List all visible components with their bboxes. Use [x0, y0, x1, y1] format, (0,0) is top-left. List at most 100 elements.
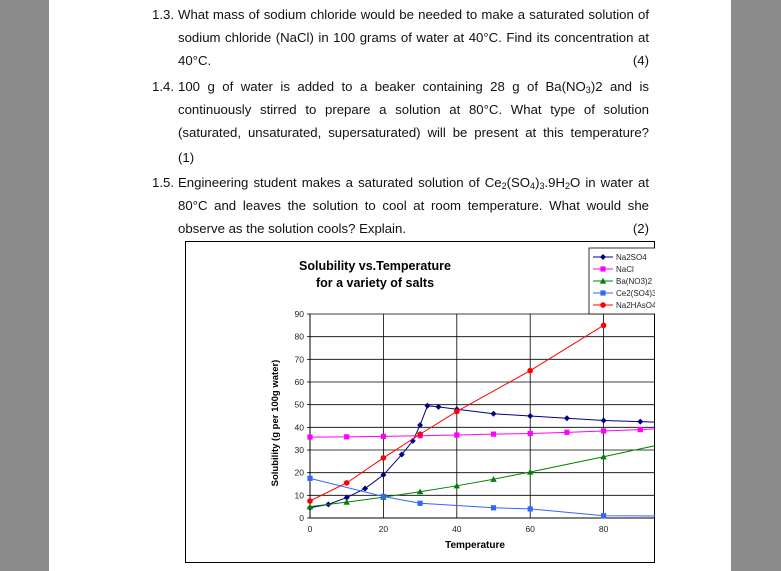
question-number: 1.4.: [152, 79, 174, 94]
legend-label: Ba(NO3)2: [616, 277, 653, 286]
y-tick-label: 40: [295, 422, 305, 432]
data-point: [417, 422, 424, 429]
data-point: [637, 418, 644, 425]
text-run: Engineering student makes a saturated so…: [178, 175, 502, 190]
x-tick-label: 20: [379, 524, 389, 534]
legend-item: Ce2(SO4)3.9H2O: [593, 289, 655, 298]
legend-marker: [599, 277, 607, 284]
legend-item: Na2SO4: [593, 253, 647, 262]
data-point: [637, 427, 643, 433]
data-point: [527, 367, 533, 374]
data-point: [343, 480, 350, 486]
text-run: (SO: [506, 175, 531, 190]
data-point: [417, 500, 423, 506]
text-run: 100 g of water is added to a beaker cont…: [178, 79, 586, 94]
legend-label: Na2HAsO4: [616, 301, 655, 310]
y-tick-label: 80: [295, 332, 305, 342]
question-text-line: What mass of sodium chloride would be ne…: [178, 7, 649, 22]
data-point: [527, 413, 534, 419]
x-axis-label: Temperature: [445, 540, 505, 551]
data-point: [343, 498, 350, 505]
data-point: [344, 434, 350, 440]
text-run: O in water at: [570, 175, 649, 190]
data-point: [601, 513, 607, 519]
question-text-line: (saturated, unsaturated, supersaturated)…: [178, 125, 649, 140]
data-point: [416, 488, 424, 495]
data-point: [424, 402, 431, 409]
text-run: .9H: [544, 175, 566, 190]
subscript: 3: [539, 181, 545, 191]
series-na2haso4: [307, 322, 607, 504]
data-point: [564, 429, 570, 435]
legend-marker: [600, 302, 606, 308]
question-text-line: 100 g of water is added to a beaker cont…: [178, 79, 649, 95]
question-number: 1.5.: [152, 175, 174, 190]
x-tick-label: 60: [525, 524, 535, 534]
data-point: [454, 408, 460, 415]
data-point: [600, 453, 607, 460]
chart-series: [306, 322, 655, 519]
chart-subtitle: for a variety of salts: [316, 276, 434, 290]
data-point: [601, 428, 607, 434]
question-text-line: 40°C.: [178, 53, 212, 68]
y-axis-label: Solubility (g per 100g water): [270, 360, 281, 487]
data-point: [527, 468, 534, 475]
question-text-line: 80°C and leaves the solution to cool at …: [178, 198, 649, 213]
legend-label: NaCl: [616, 265, 634, 274]
data-point: [380, 493, 386, 500]
legend-marker: [600, 254, 606, 260]
chart-frame: [185, 241, 655, 563]
legend-marker: [600, 266, 606, 272]
data-point: [307, 434, 313, 440]
text-run: )2 and is: [590, 79, 649, 94]
y-tick-label: 50: [295, 400, 305, 410]
data-point: [306, 503, 314, 510]
question-number: 1.3.: [152, 7, 174, 22]
data-point: [490, 431, 497, 437]
data-point: [563, 415, 570, 422]
chart-axes: 0102030405060708090020406080100: [295, 309, 655, 534]
series-ce2-so4-3-9h2o: [307, 475, 655, 519]
data-point: [490, 410, 497, 417]
data-point: [307, 498, 313, 504]
y-tick-label: 90: [295, 309, 305, 319]
y-tick-label: 10: [295, 490, 305, 500]
document-page: 1.3. What mass of sodium chloride would …: [49, 0, 731, 571]
legend-label: Ce2(SO4)3.9H2O: [616, 289, 655, 298]
data-point: [527, 430, 533, 437]
solubility-chart: 0102030405060708090020406080100 Solubili…: [185, 241, 655, 563]
data-point: [380, 433, 386, 439]
question-text-line: continuously stirred to prepare a soluti…: [178, 102, 649, 117]
chart-legend: Na2SO4 NaCl Ba(NO3)2 Ce2(SO4)3.9H2O Na2HAsO4: [588, 247, 655, 315]
data-point: [490, 505, 497, 511]
subscript: 4: [530, 181, 536, 191]
data-point: [453, 482, 460, 489]
data-point: [527, 506, 533, 512]
y-tick-label: 60: [295, 377, 305, 387]
y-tick-label: 20: [295, 468, 305, 478]
legend-label: Na2SO4: [616, 253, 647, 262]
data-point: [417, 431, 423, 437]
x-tick-label: 40: [452, 524, 462, 534]
y-tick-label: 0: [299, 513, 304, 523]
data-point: [435, 403, 442, 410]
data-point: [600, 322, 607, 329]
legend-item: Ba(NO3)2: [593, 277, 653, 286]
question-text-line: sodium chloride (NaCl) in 100 grams of w…: [178, 30, 649, 45]
question-points: (1): [178, 150, 195, 165]
subscript: 3: [585, 85, 591, 95]
legend-item: Na2HAsO4: [593, 301, 655, 310]
text-run: ): [535, 175, 540, 190]
data-point: [307, 475, 313, 481]
legend-item: NaCl: [593, 265, 634, 274]
question-points: (4): [632, 53, 649, 68]
question-text-line: observe as the solution cools? Explain.: [178, 221, 406, 236]
data-point: [380, 455, 387, 461]
data-point: [490, 476, 497, 482]
x-tick-label: 0: [308, 524, 313, 534]
y-tick-label: 30: [295, 445, 305, 455]
data-point: [362, 485, 369, 492]
data-point: [380, 471, 387, 478]
subscript: 2: [501, 181, 507, 191]
question-text-line: Engineering student makes a saturated so…: [178, 175, 649, 191]
